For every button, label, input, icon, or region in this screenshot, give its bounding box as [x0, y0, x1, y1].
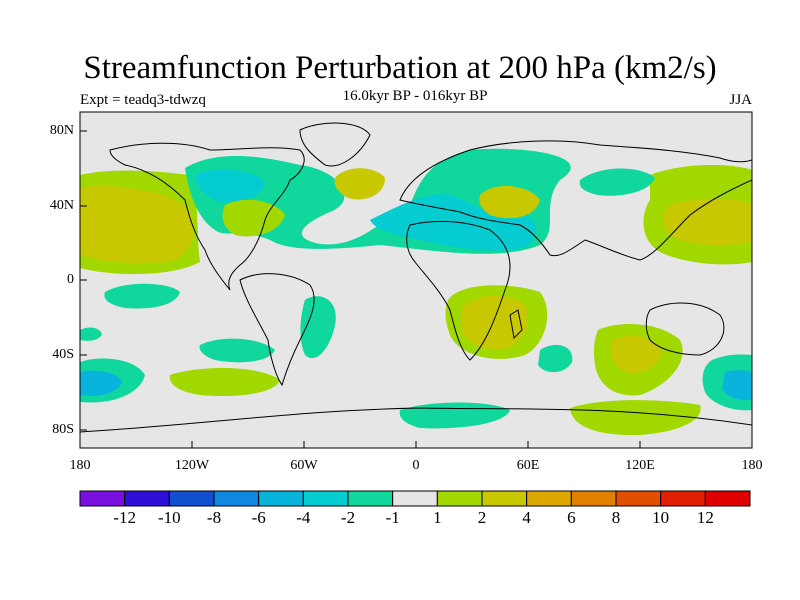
coastlines — [80, 122, 752, 433]
contour-field-negative — [80, 327, 102, 341]
colorbar-box — [660, 490, 706, 507]
colorbar-label: 8 — [611, 508, 621, 527]
colorbar-box — [615, 490, 662, 507]
contour-field-positive — [462, 295, 528, 350]
colorbar-label: -4 — [296, 508, 311, 527]
colorbar-box — [79, 490, 126, 507]
colorbar-box — [168, 490, 215, 507]
lat-tick-label: 80N — [49, 123, 74, 138]
coastline-australia — [645, 302, 725, 356]
lat-tick-label: 40S — [52, 347, 74, 362]
contour-field-positive — [80, 185, 194, 263]
contour-field-positive — [479, 185, 540, 219]
coastline-greenland — [299, 122, 371, 167]
colorbar-box — [392, 490, 438, 507]
contour-field-negative — [80, 370, 122, 396]
contour-field-negative — [195, 169, 265, 203]
coastline-north-america — [109, 142, 305, 291]
coastline-africa — [406, 220, 511, 361]
contour-field-positive — [169, 368, 280, 397]
contour-field-negative — [199, 338, 275, 363]
colorbar-box — [302, 490, 349, 507]
colorbar-box — [213, 490, 260, 507]
colorbar-label: 6 — [567, 508, 576, 527]
colorbar-label: -2 — [340, 508, 356, 527]
axis-ticks — [80, 130, 641, 448]
colorbar-box — [704, 490, 751, 507]
lat-tick-label: 0 — [67, 272, 74, 287]
colorbar-box — [570, 490, 617, 507]
lon-tick-label: 180 — [69, 458, 91, 473]
colorbar-box — [124, 490, 170, 507]
colorbar-box — [347, 490, 394, 507]
contour-field-positive — [222, 199, 285, 237]
experiment-label: Expt = teadq3-tdwzq — [80, 92, 206, 108]
contour-field-negative — [538, 344, 573, 373]
period-label: 16.0kyr BP - 016kyr BP — [342, 88, 488, 104]
colorbar-box — [526, 490, 572, 507]
colorbar-label: -8 — [206, 508, 222, 527]
contour-field-positive — [570, 400, 701, 436]
contour-field-negative — [722, 370, 752, 401]
colorbar-label: -1 — [385, 508, 400, 527]
colorbar-box — [481, 490, 528, 507]
contour-field-positive — [334, 168, 385, 200]
lon-tick-label: 60W — [290, 458, 318, 473]
coastline-eurasia — [399, 140, 752, 261]
contour-field-negative — [300, 296, 336, 359]
lon-tick-label: 0 — [412, 458, 420, 473]
contour-field-positive — [663, 198, 752, 246]
lon-tick-label: 60E — [516, 458, 540, 473]
coastline-south-america — [239, 273, 315, 387]
colorbar-box — [436, 490, 483, 507]
contour-field-negative — [104, 283, 180, 309]
colorbar-label: 4 — [522, 508, 531, 527]
map-background — [80, 112, 752, 448]
colorbar-label: 10 — [652, 508, 670, 527]
colorbar-label: 12 — [696, 508, 714, 527]
colorbar-label: -12 — [113, 508, 136, 527]
colorbar — [79, 490, 751, 507]
lat-tick-label: 40N — [49, 198, 74, 213]
colorbar-label: -10 — [157, 508, 181, 527]
plot-title: Streamfunction Perturbation at 200 hPa (… — [83, 50, 717, 86]
colorbar-box — [258, 490, 304, 507]
season-label: JJA — [729, 92, 752, 108]
contour-field-negative — [579, 168, 655, 196]
colorbar-label: 1 — [433, 508, 442, 527]
colorbar-label: -6 — [251, 508, 266, 527]
coastline-antarctica — [80, 407, 752, 433]
contour-field-positive — [610, 335, 662, 374]
lon-tick-label: 180 — [741, 458, 763, 473]
colorbar-label: 2 — [477, 508, 487, 527]
coastline-madagascar — [509, 309, 523, 340]
lon-tick-label: 120W — [174, 458, 210, 473]
lon-tick-label: 120E — [625, 458, 655, 473]
lat-tick-label: 80S — [52, 422, 74, 437]
